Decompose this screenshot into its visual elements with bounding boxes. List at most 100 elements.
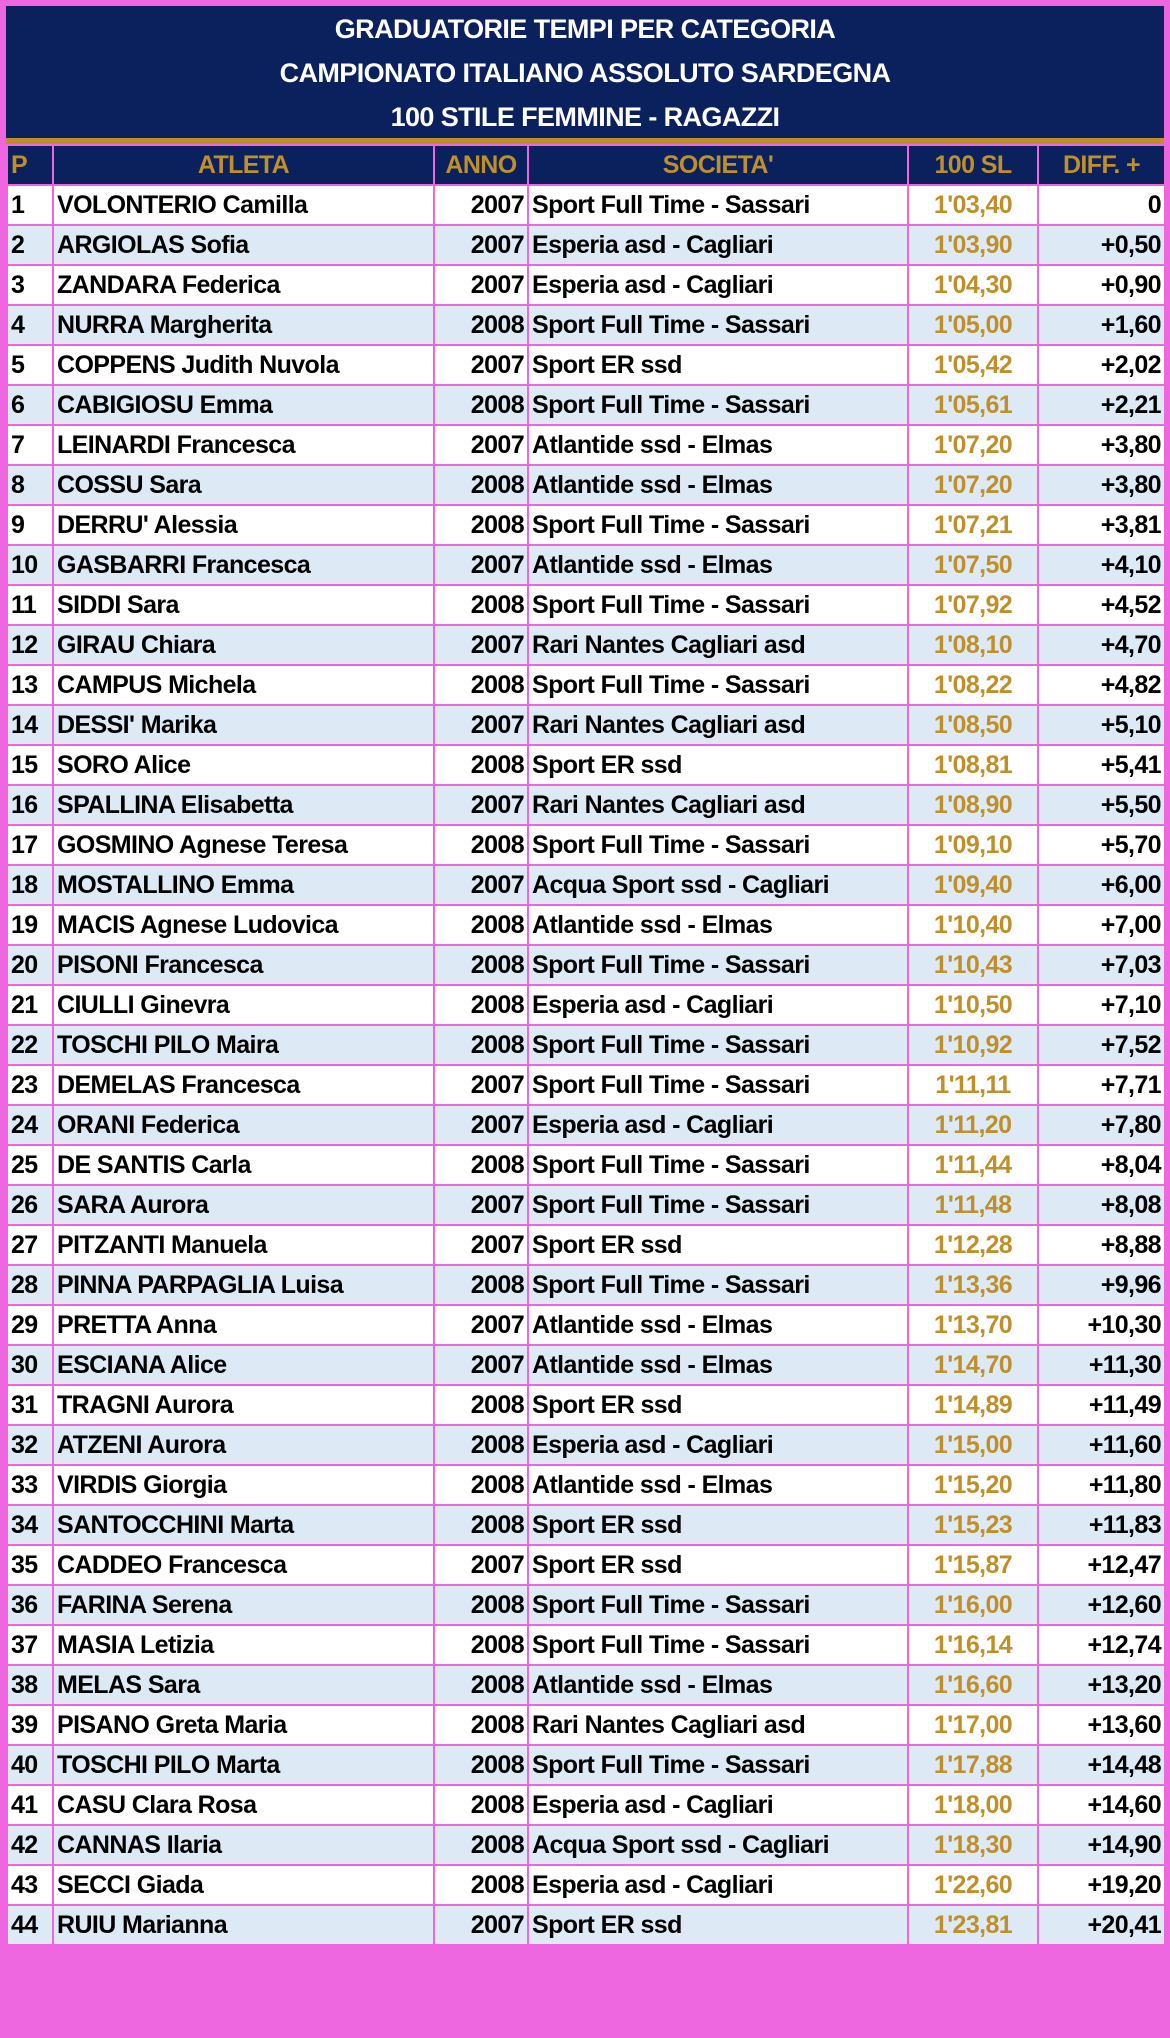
time-cell: 1'16,60 [907,1664,1039,1706]
club-cell: Acqua Sport ssd - Cagliari [527,1824,909,1866]
club-cell: Rari Nantes Cagliari asd [527,1704,909,1746]
diff-cell: +19,20 [1037,1864,1166,1906]
time-cell: 1'08,50 [907,704,1039,746]
table-row: 41 CASU Clara Rosa 2008 Esperia asd - Cagli… [6,1784,1166,1826]
club-cell: Rari Nantes Cagliari asd [527,784,909,826]
year-cell: 2007 [433,1304,529,1346]
club-cell: Sport Full Time - Sassari [527,1024,909,1066]
table-row: 37 MASIA Letizia 2008 Sport Full Time - Sas… [6,1624,1166,1666]
year-cell: 2008 [433,584,529,626]
diff-cell: +9,96 [1037,1264,1166,1306]
athlete-cell: DESSI' Marika [52,704,435,746]
table-row: 29 PRETTA Anna 2007 Atlantide ssd - Elmas 1'… [6,1304,1166,1346]
year-cell: 2008 [433,1024,529,1066]
table-row: 13 CAMPUS Michela 2008 Sport Full Time - Sa… [6,664,1166,706]
athlete-cell: GOSMINO Agnese Teresa [52,824,435,866]
position-cell: 8 [6,464,54,506]
club-cell: Rari Nantes Cagliari asd [527,704,909,746]
diff-cell: +11,30 [1037,1344,1166,1386]
athlete-cell: LEINARDI Francesca [52,424,435,466]
year-cell: 2007 [433,224,529,266]
table-row: 11 SIDDI Sara 2008 Sport Full Time - Sassar… [6,584,1166,626]
diff-cell: +3,80 [1037,464,1166,506]
athlete-cell: SARA Aurora [52,1184,435,1226]
time-cell: 1'10,50 [907,984,1039,1026]
position-cell: 2 [6,224,54,266]
header-row: P ATLETA ANNO SOCIETA' 100 SL DIFF. + [6,144,1166,186]
year-cell: 2008 [433,744,529,786]
year-cell: 2008 [433,1824,529,1866]
athlete-cell: GASBARRI Francesca [52,544,435,586]
diff-cell: +5,41 [1037,744,1166,786]
year-cell: 2007 [433,1904,529,1946]
diff-cell: +5,50 [1037,784,1166,826]
time-cell: 1'10,92 [907,1024,1039,1066]
time-cell: 1'08,90 [907,784,1039,826]
time-cell: 1'16,14 [907,1624,1039,1666]
position-cell: 41 [6,1784,54,1826]
diff-cell: +4,52 [1037,584,1166,626]
diff-cell: +12,47 [1037,1544,1166,1586]
position-cell: 38 [6,1664,54,1706]
table-row: 14 DESSI' Marika 2007 Rari Nantes Cagliari … [6,704,1166,746]
year-cell: 2008 [433,1464,529,1506]
time-cell: 1'11,44 [907,1144,1039,1186]
diff-cell: +2,21 [1037,384,1166,426]
position-cell: 19 [6,904,54,946]
diff-cell: +5,10 [1037,704,1166,746]
athlete-cell: GIRAU Chiara [52,624,435,666]
year-cell: 2007 [433,1104,529,1146]
diff-cell: 0 [1037,184,1166,226]
club-cell: Esperia asd - Cagliari [527,1104,909,1146]
position-cell: 3 [6,264,54,306]
time-cell: 1'18,30 [907,1824,1039,1866]
diff-cell: +13,60 [1037,1704,1166,1746]
club-cell: Sport Full Time - Sassari [527,1184,909,1226]
athlete-cell: ZANDARA Federica [52,264,435,306]
diff-cell: +3,80 [1037,424,1166,466]
position-cell: 44 [6,1904,54,1946]
time-cell: 1'14,89 [907,1384,1039,1426]
diff-cell: +6,00 [1037,864,1166,906]
club-cell: Atlantide ssd - Elmas [527,1344,909,1386]
position-cell: 32 [6,1424,54,1466]
table-row: 25 DE SANTIS Carla 2008 Sport Full Time - S… [6,1144,1166,1186]
time-cell: 1'04,30 [907,264,1039,306]
club-cell: Sport Full Time - Sassari [527,824,909,866]
position-cell: 20 [6,944,54,986]
time-cell: 1'15,20 [907,1464,1039,1506]
year-cell: 2008 [433,1744,529,1786]
club-cell: Sport Full Time - Sassari [527,944,909,986]
position-cell: 30 [6,1344,54,1386]
position-cell: 9 [6,504,54,546]
title-line-2: CAMPIONATO ITALIANO ASSOLUTO SARDEGNA [279,58,891,88]
position-cell: 25 [6,1144,54,1186]
year-cell: 2008 [433,1704,529,1746]
club-cell: Sport Full Time - Sassari [527,304,909,346]
table-row: 33 VIRDIS Giorgia 2008 Atlantide ssd - Elma… [6,1464,1166,1506]
year-cell: 2007 [433,424,529,466]
position-cell: 31 [6,1384,54,1426]
year-cell: 2008 [433,904,529,946]
position-cell: 16 [6,784,54,826]
table-row: 6 CABIGIOSU Emma 2008 Sport Full Time - Sas… [6,384,1166,426]
athlete-cell: CASU Clara Rosa [52,1784,435,1826]
diff-cell: +10,30 [1037,1304,1166,1346]
table-row: 24 ORANI Federica 2007 Esperia asd - Caglia… [6,1104,1166,1146]
position-cell: 1 [6,184,54,226]
club-cell: Sport Full Time - Sassari [527,1624,909,1666]
diff-cell: +12,74 [1037,1624,1166,1666]
title-line-3: 100 STILE FEMMINE - RAGAZZI [390,102,780,132]
athlete-cell: CAMPUS Michela [52,664,435,706]
table-row: 10 GASBARRI Francesca 2007 Atlantide ssd - … [6,544,1166,586]
table-row: 42 CANNAS Ilaria 2008 Acqua Sport ssd - Cag… [6,1824,1166,1866]
athlete-cell: SECCI Giada [52,1864,435,1906]
table-row: 34 SANTOCCHINI Marta 2008 Sport ER ssd 1'15,… [6,1504,1166,1546]
diff-cell: +7,80 [1037,1104,1166,1146]
position-cell: 15 [6,744,54,786]
club-cell: Atlantide ssd - Elmas [527,1464,909,1506]
table-row: 16 SPALLINA Elisabetta 2007 Rari Nantes Cag… [6,784,1166,826]
table-row: 20 PISONI Francesca 2008 Sport Full Time - … [6,944,1166,986]
club-cell: Atlantide ssd - Elmas [527,904,909,946]
header-position: P [6,144,54,186]
